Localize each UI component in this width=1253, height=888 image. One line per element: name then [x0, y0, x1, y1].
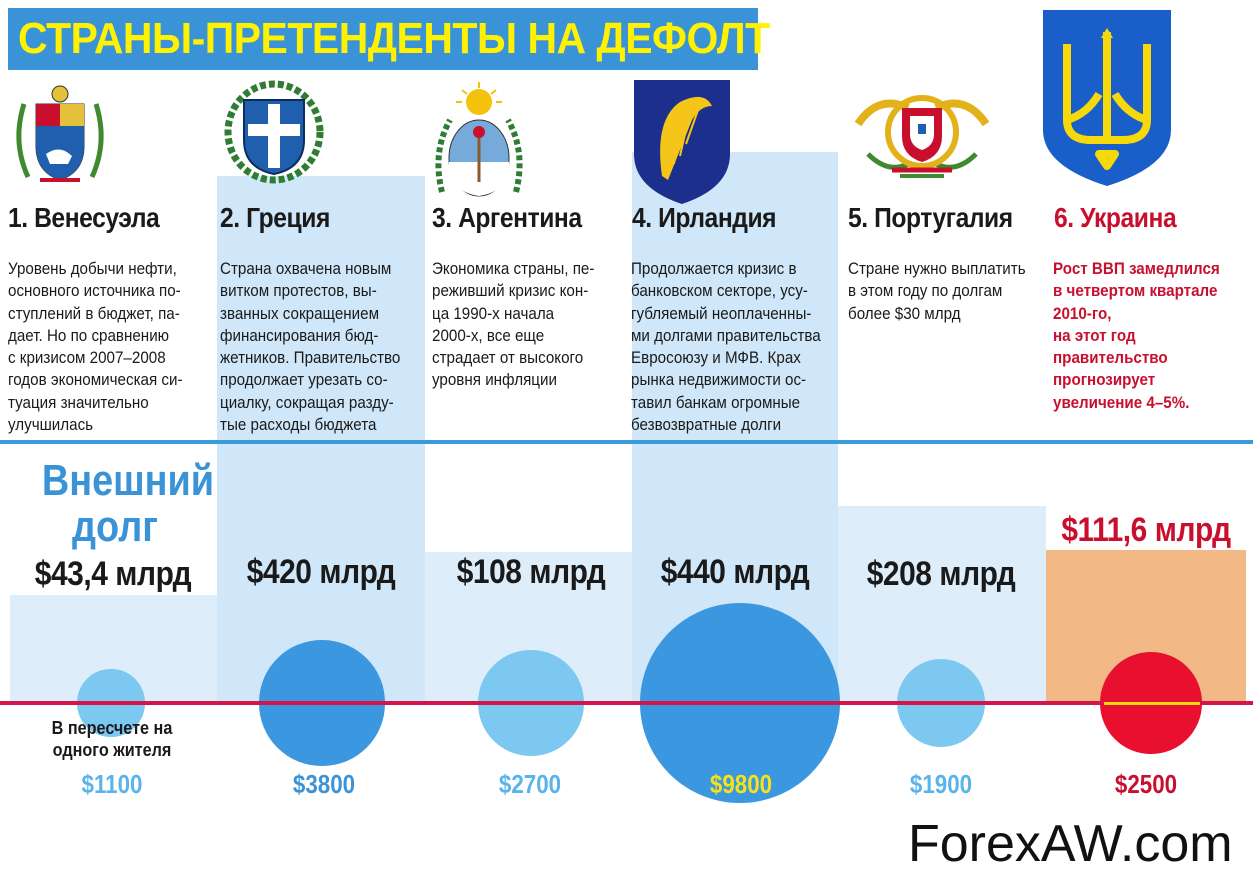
country-name-ireland: 4. Ирландия [632, 202, 777, 233]
red-baseline [0, 701, 1253, 705]
greece-coat-of-arms-icon [224, 80, 324, 184]
greece-top-column [217, 176, 425, 442]
portugal-coat-of-arms-icon [854, 95, 990, 178]
external-debt-label: Внешний долг [41, 456, 215, 551]
per-capita-value-venezuela: $1100 [81, 769, 143, 799]
description-argentina: Экономика страны, пе- реживший кризис ко… [432, 260, 595, 390]
ireland-top-column [632, 152, 838, 442]
country-name-ukraine: 6. Украина [1054, 202, 1177, 233]
watermark: ForexAW.com [908, 815, 1233, 873]
per-capita-value-ukraine: $2500 [1114, 769, 1178, 799]
description-portugal: Стране нужно выплатить в этом году по до… [848, 260, 1026, 323]
country-name-greece: 2. Греция [220, 202, 330, 233]
debt-value-ukraine: $111,6 млрд [1061, 511, 1231, 549]
title-bar [8, 8, 758, 70]
venezuela-coat-of-arms-icon [16, 85, 104, 182]
country-name-venezuela: 1. Венесуэла [8, 202, 160, 233]
per-capita-value-greece: $3800 [292, 769, 356, 799]
description-ireland: Продолжается кризис в банковском секторе… [631, 260, 821, 435]
description-venezuela: Уровень добычи нефти, основного источник… [8, 260, 183, 435]
debt-value-portugal: $208 млрд [866, 555, 1016, 593]
debt-value-venezuela: $43,4 млрд [34, 555, 192, 593]
blue-divider [0, 440, 1253, 444]
country-name-portugal: 5. Португалия [848, 202, 1013, 233]
page-title: СТРАНЫ-ПРЕТЕНДЕНТЫ НА ДЕФОЛТ [18, 14, 770, 63]
description-greece: Страна охвачена новым витком протестов, … [220, 260, 401, 435]
ukraine-yellow-stripe [1104, 702, 1200, 705]
debt-value-greece: $420 млрд [246, 553, 396, 591]
ukraine-trident-icon [1043, 10, 1171, 186]
ireland-harp-shield-icon [634, 80, 730, 204]
debt-value-argentina: $108 млрд [456, 553, 606, 591]
per-capita-value-ireland: $9800 [709, 769, 773, 799]
country-name-argentina: 3. Аргентина [432, 202, 582, 233]
debt-value-ireland: $440 млрд [660, 553, 810, 591]
description-ukraine: Рост ВВП замедлился в четвертом квартале… [1053, 260, 1220, 412]
per-capita-value-argentina: $2700 [498, 769, 562, 799]
argentina-coat-of-arms-icon [435, 82, 523, 197]
per-capita-value-portugal: $1900 [909, 769, 973, 799]
per-capita-label: В пересчете на одного жителя [51, 718, 173, 760]
